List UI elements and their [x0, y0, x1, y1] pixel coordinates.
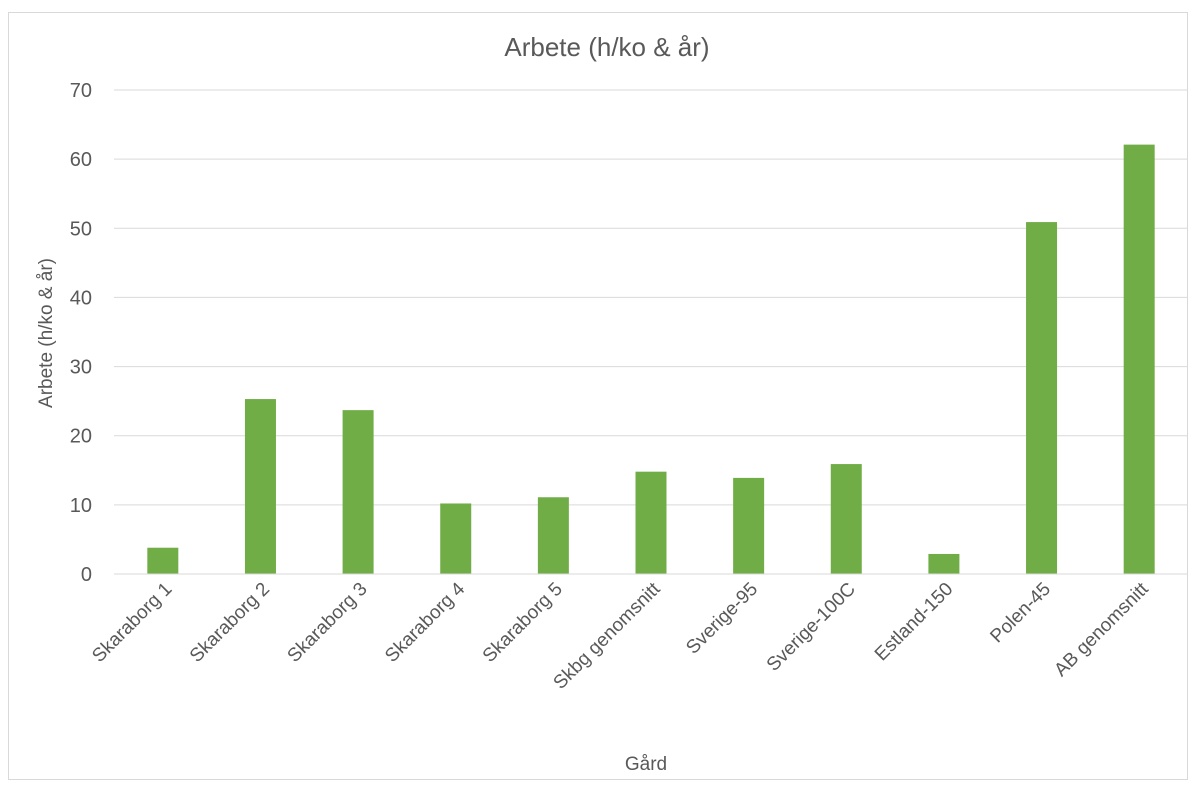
x-tick-label: Skbg genomsnitt: [550, 578, 665, 693]
chart-frame: [8, 12, 1188, 780]
bar: [830, 464, 862, 574]
y-axis-ticks: 0 10 20 30 40 50 60 70: [70, 80, 92, 586]
x-tick-label: Sverige-100C: [763, 579, 860, 676]
y-tick-label: 40: [70, 287, 92, 309]
x-tick-label: Skaraborg 4: [381, 578, 469, 666]
bar: [1026, 222, 1058, 574]
y-tick-label: 10: [70, 495, 92, 517]
x-tick-label: Polen-45: [986, 579, 1055, 648]
x-tick-label: AB genomsnitt: [1050, 578, 1153, 681]
x-tick-label: Estland-150: [871, 579, 958, 666]
y-tick-label: 60: [70, 149, 92, 171]
x-axis-label: Gård: [625, 754, 667, 775]
bars: [147, 144, 1155, 574]
y-tick-label: 50: [70, 218, 92, 240]
x-tick-label: Skaraborg 1: [88, 579, 176, 667]
bar: [537, 497, 569, 574]
x-tick-label: Skaraborg 5: [479, 579, 567, 667]
y-tick-label: 0: [81, 564, 92, 586]
x-tick-label: Skaraborg 3: [284, 579, 372, 667]
bar: [928, 553, 960, 574]
bar: [1123, 144, 1155, 574]
x-axis-ticks: Skaraborg 1 Skaraborg 2 Skaraborg 3 Skarabo…: [88, 578, 1153, 693]
y-tick-label: 20: [70, 426, 92, 448]
x-tick-label: Skaraborg 2: [186, 579, 274, 667]
chart-title: Arbete (h/ko & år): [504, 32, 709, 62]
bar: [147, 547, 179, 574]
grid-lines: [114, 89, 1188, 506]
bar: [440, 503, 472, 574]
y-tick-label: 70: [70, 80, 92, 102]
y-tick-label: 30: [70, 357, 92, 379]
y-axis-label: Arbete (h/ko & år): [36, 258, 57, 408]
x-tick-label: Sverige-95: [682, 579, 762, 659]
bar: [733, 477, 765, 574]
bar: [342, 410, 374, 574]
bar: [244, 399, 276, 574]
bar: [635, 471, 667, 574]
